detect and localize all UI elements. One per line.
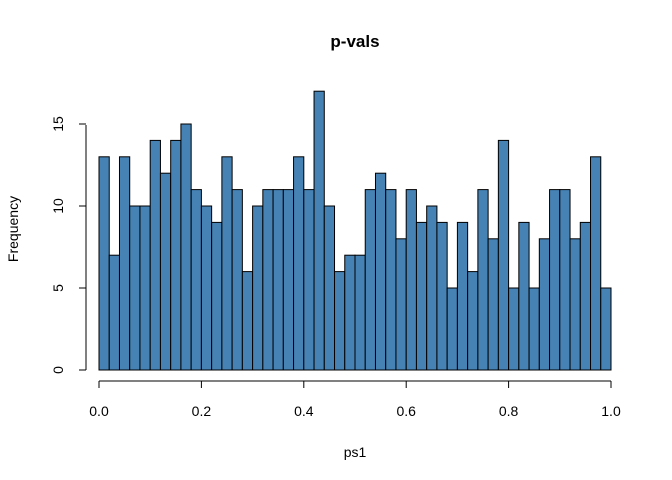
- histogram-bar: [395, 238, 407, 371]
- histogram-bar: [600, 287, 612, 371]
- histogram-bar: [200, 205, 213, 371]
- x-axis: 0.0 0.2 0.4 0.6 0.8 1.0: [89, 380, 621, 419]
- histogram-bar: [528, 287, 540, 371]
- y-axis-label: Frequency: [5, 196, 21, 262]
- histogram-bar: [456, 221, 469, 371]
- histogram-bar: [508, 287, 520, 371]
- histogram-bar: [241, 271, 254, 371]
- histogram-bar: [221, 156, 233, 371]
- histogram-bar: [272, 189, 284, 371]
- x-tick-label: 0.0: [89, 403, 109, 419]
- histogram-bar: [211, 221, 223, 371]
- y-tick-label: 0: [50, 366, 66, 374]
- histogram-bar: [159, 172, 172, 371]
- histogram-bar: [549, 189, 561, 371]
- histogram-bar: [426, 205, 438, 371]
- histogram-bar: [323, 205, 336, 371]
- histogram-bar: [313, 90, 325, 371]
- histogram-bar: [170, 139, 182, 371]
- histogram-bar: [374, 172, 387, 371]
- histogram-bar: [282, 189, 295, 371]
- y-tick-label: 5: [50, 284, 66, 292]
- histogram-bar: [518, 221, 530, 371]
- x-tick-label: 0.8: [499, 403, 519, 419]
- histogram-bar: [415, 221, 428, 371]
- histogram-bar: [344, 254, 356, 371]
- histogram-bar: [569, 238, 581, 371]
- histogram-bar: [129, 205, 141, 371]
- histogram-bar: [487, 238, 499, 371]
- histogram-bar: [139, 205, 151, 371]
- histogram-bar: [303, 189, 315, 371]
- x-tick-label: 0.2: [192, 403, 212, 419]
- y-tick-label: 10: [50, 198, 66, 214]
- x-tick-label: 0.6: [396, 403, 416, 419]
- histogram-bar: [108, 254, 120, 371]
- histogram-bar: [364, 189, 376, 371]
- y-axis: 0 5 10 15: [50, 116, 87, 374]
- histogram-bar: [190, 189, 202, 371]
- histogram-bar: [231, 189, 243, 371]
- x-tick-label: 1.0: [601, 403, 621, 419]
- histogram-bar: [118, 156, 131, 371]
- histogram-bar: [98, 156, 110, 371]
- histogram-bar: [149, 139, 161, 371]
- histogram-bar: [405, 189, 417, 371]
- histogram-bar: [477, 189, 489, 371]
- x-axis-label: ps1: [344, 444, 367, 460]
- histogram-bar: [385, 189, 397, 371]
- histogram-bar: [334, 271, 346, 371]
- histogram-bar: [579, 221, 592, 371]
- histogram-bar: [467, 271, 479, 371]
- histogram-bar: [497, 139, 510, 371]
- histogram-bar: [446, 287, 458, 371]
- histogram-bar: [293, 156, 305, 371]
- histogram-bar: [538, 238, 551, 371]
- histogram-bar: [354, 254, 366, 371]
- histogram-bar: [262, 189, 274, 371]
- x-tick-label: 0.4: [294, 403, 314, 419]
- histogram-bar: [590, 156, 602, 371]
- y-tick-label: 15: [50, 116, 66, 132]
- chart-title: p-vals: [330, 32, 379, 51]
- histogram-bar: [252, 205, 264, 371]
- histogram-bars: [98, 90, 612, 371]
- histogram-bar: [559, 189, 571, 371]
- histogram-bar: [180, 123, 192, 371]
- histogram-bar: [436, 221, 448, 371]
